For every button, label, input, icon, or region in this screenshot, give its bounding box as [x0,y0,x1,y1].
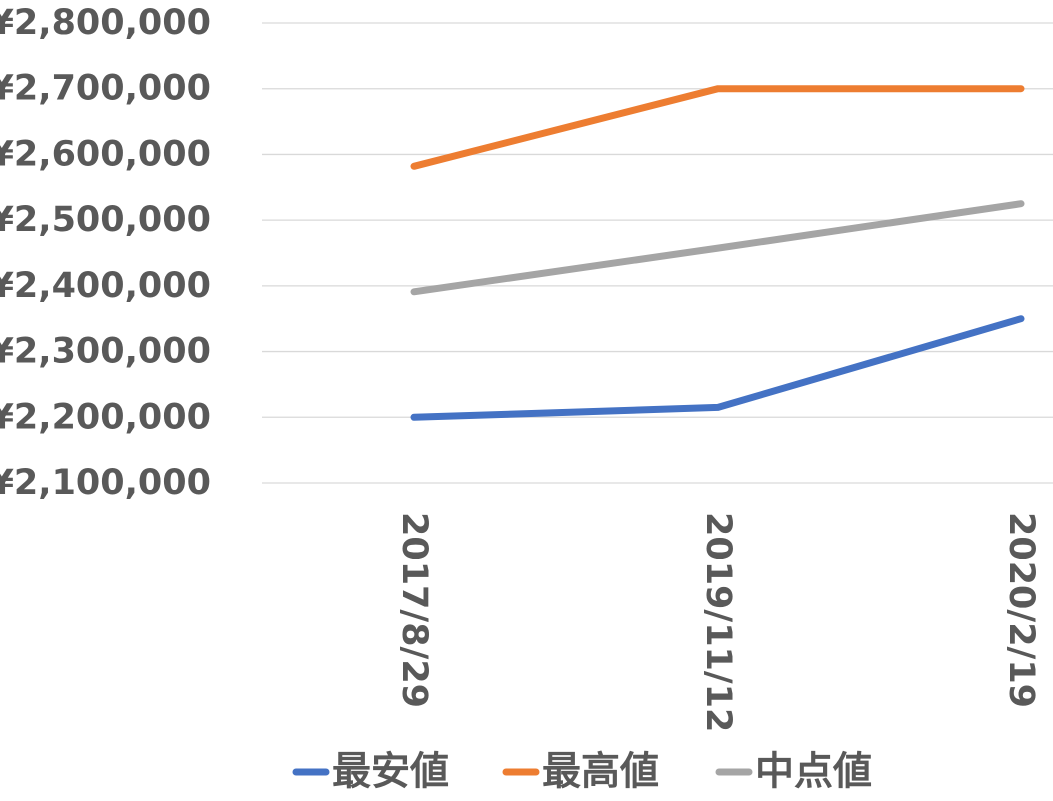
y-tick-label: ¥2,600,000 [0,134,211,174]
legend-label: 最高値 [542,750,659,795]
y-axis-tick-labels: ¥2,100,000 ¥2,200,000 ¥2,300,000 ¥2,400,000… [0,3,211,503]
legend: 最安値 最高値 中点値 [292,750,872,795]
series-line [410,85,1025,170]
x-tick-label: 2017/8/29 [394,512,434,708]
y-tick-label: ¥2,500,000 [0,200,211,240]
y-tick-label: ¥2,300,000 [0,332,211,372]
x-tick-label: 2020/2/19 [1001,512,1041,708]
y-tick-label: ¥2,700,000 [0,69,211,109]
legend-label: 最安値 [332,750,449,795]
series-line [410,315,1025,421]
series-line [410,200,1025,296]
y-tick-label: ¥2,200,000 [0,397,211,437]
x-axis-tick-labels: 2017/8/29 2019/11/12 2020/2/19 [394,512,1041,732]
y-tick-label: ¥2,400,000 [0,266,211,306]
legend-label: 中点値 [755,750,872,795]
series-lines [410,85,1025,421]
y-tick-label: ¥2,800,000 [0,3,211,43]
gridlines [262,22,1053,484]
y-tick-label: ¥2,100,000 [0,463,211,503]
x-tick-label: 2019/11/12 [698,512,738,732]
